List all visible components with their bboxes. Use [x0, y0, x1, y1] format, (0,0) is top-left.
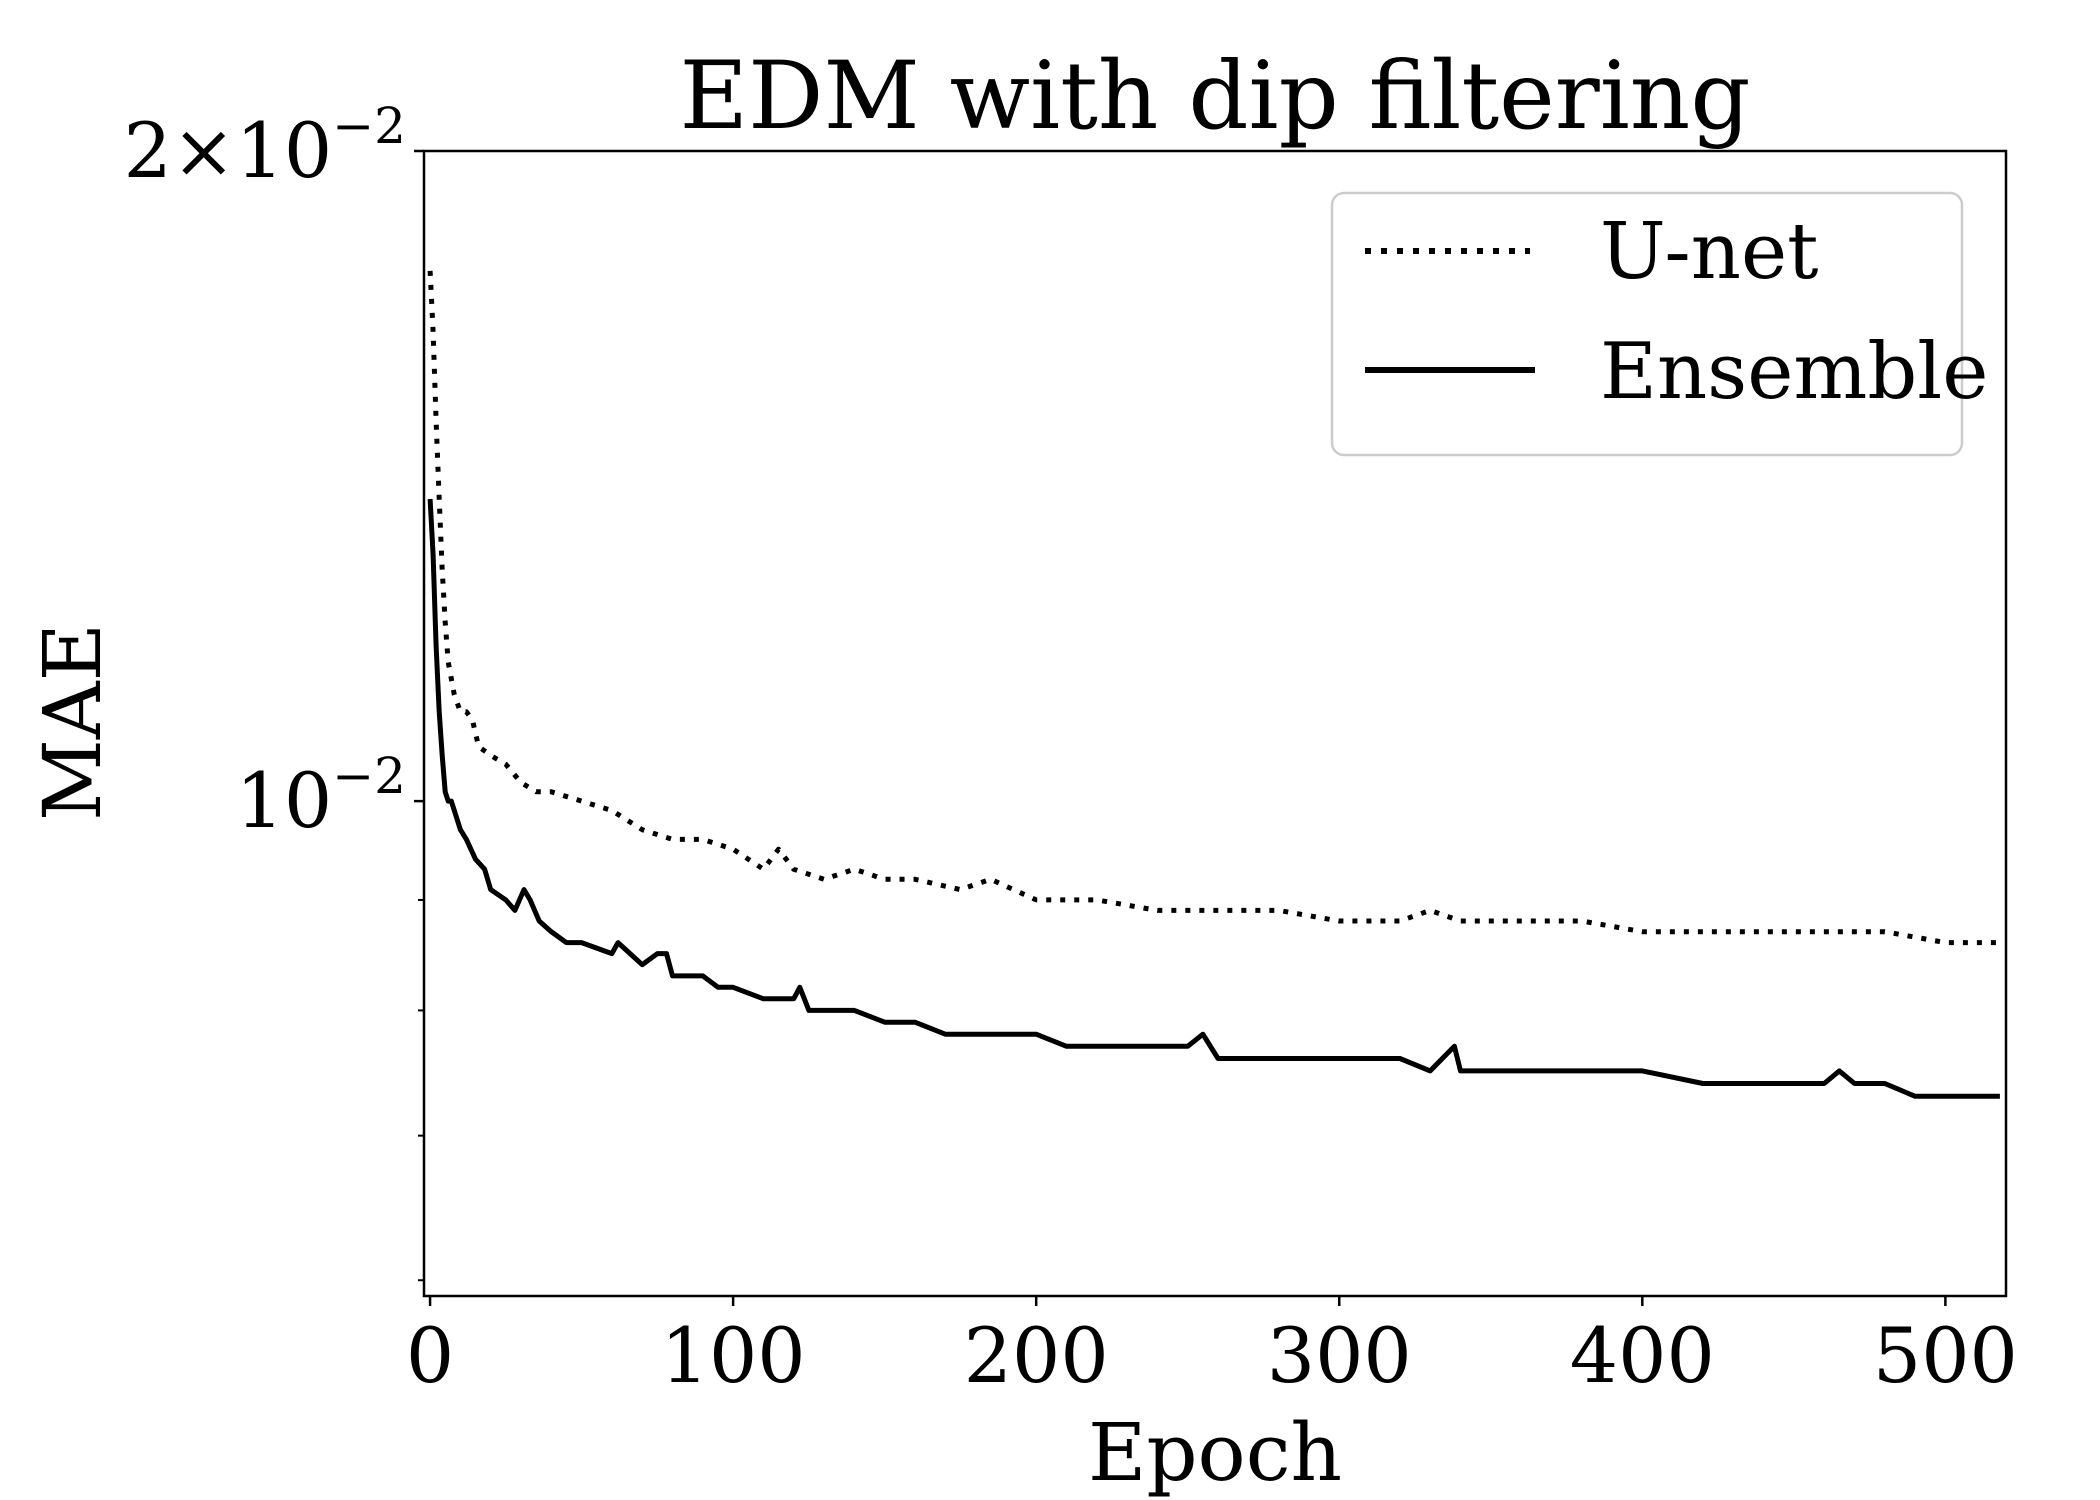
x-tick-label: 400	[1570, 1311, 1715, 1400]
x-tick-label: 300	[1267, 1311, 1412, 1400]
legend-label-unet: U-net	[1600, 207, 1818, 297]
legend-box	[1330, 191, 1964, 457]
x-tick-label: 100	[661, 1311, 806, 1400]
legend-label-ensemble: Ensemble	[1600, 327, 1988, 417]
series-line-ensemble	[427, 498, 2000, 1099]
y-axis-label: MAE	[26, 623, 119, 821]
x-tick-label: 200	[964, 1311, 1109, 1400]
series-line-u-net	[427, 270, 2000, 946]
chart-title: EDM with dip filtering	[680, 42, 1751, 151]
x-tick-label: 500	[1873, 1311, 2018, 1400]
x-axis-label: Epoch	[1088, 1406, 1342, 1499]
plot-frame	[422, 149, 2008, 1298]
y-tick-label: 10−2	[236, 747, 406, 845]
x-tick-label: 0	[406, 1311, 454, 1400]
y-tick-label: 2×10−2	[124, 97, 406, 195]
tick-layer: 0 100 200 300 400 500 2×10−2 10−2	[124, 97, 2018, 1400]
series-layer	[427, 270, 2000, 1099]
legend: U-net Ensemble	[1330, 191, 1988, 457]
